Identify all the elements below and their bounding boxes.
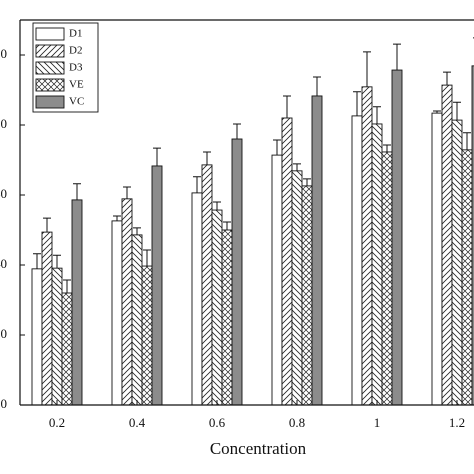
bar <box>371 123 383 406</box>
x-tick-label: 0.4 <box>129 415 146 430</box>
error-bar <box>133 227 141 235</box>
error-bar <box>283 95 291 118</box>
bar <box>271 154 283 406</box>
y-tick-label: 40 <box>0 256 7 271</box>
y-tick-label: 0 <box>1 396 8 411</box>
legend-label: D1 <box>69 28 82 40</box>
bar <box>301 185 313 406</box>
error-bar <box>433 110 441 114</box>
x-tick-label: 1 <box>374 415 381 430</box>
y-tick-label: 100 <box>0 46 7 61</box>
error-bar <box>293 163 301 171</box>
bar <box>151 165 163 406</box>
bar <box>131 234 143 406</box>
error-bar <box>233 123 241 139</box>
error-bar <box>123 186 131 199</box>
error-bar <box>193 176 201 193</box>
error-bar <box>53 254 61 269</box>
error-bar <box>453 101 461 121</box>
bar <box>121 198 133 406</box>
legend-swatch <box>35 95 65 109</box>
bar <box>201 164 213 406</box>
bar <box>141 265 153 406</box>
bar <box>361 86 373 406</box>
y-tick-label: 20 <box>0 326 7 341</box>
x-tick-label: 1.2 <box>449 415 465 430</box>
bar <box>381 151 393 406</box>
x-tick-label: 0.8 <box>289 415 305 430</box>
bar <box>31 268 43 406</box>
bar <box>451 119 463 406</box>
bar <box>351 115 363 406</box>
error-bar <box>303 178 311 186</box>
bar <box>431 112 443 406</box>
legend-label: VC <box>69 96 84 108</box>
error-bar <box>113 215 121 221</box>
y-tick-label: 60 <box>0 186 7 201</box>
error-bar <box>213 201 221 211</box>
bar <box>221 229 233 406</box>
error-bar <box>143 249 151 267</box>
bar <box>281 117 293 406</box>
error-bar <box>383 144 391 152</box>
error-bar <box>463 132 471 150</box>
error-bar <box>353 91 361 116</box>
bar <box>471 65 474 406</box>
legend-label: D3 <box>69 62 83 74</box>
bar <box>61 292 73 406</box>
bar <box>291 170 303 406</box>
error-bar <box>223 221 231 230</box>
bar <box>51 267 63 406</box>
error-bar <box>393 43 401 71</box>
x-axis-label: Concentration <box>210 439 307 458</box>
bar <box>391 69 403 406</box>
error-bar <box>43 217 51 233</box>
error-bar <box>73 183 81 200</box>
bar <box>211 209 223 406</box>
bar <box>71 199 83 406</box>
bar <box>231 138 243 406</box>
error-bar <box>313 76 321 96</box>
legend-label: VE <box>69 79 84 91</box>
legend-swatch <box>35 44 65 58</box>
error-bar <box>273 139 281 156</box>
error-bar <box>203 151 211 165</box>
bar <box>41 231 53 406</box>
x-tick-label: 0.2 <box>49 415 65 430</box>
bar <box>461 149 473 406</box>
legend-label: D2 <box>69 45 82 57</box>
bar <box>311 95 323 406</box>
error-bar <box>153 147 161 166</box>
error-bar <box>363 51 371 87</box>
error-bar <box>33 253 41 269</box>
error-bar <box>443 71 451 86</box>
bar <box>191 192 203 406</box>
legend-swatch <box>35 78 65 92</box>
error-bar <box>63 279 71 293</box>
bar <box>111 220 123 406</box>
legend-swatch <box>35 27 65 41</box>
y-tick-label: 80 <box>0 116 7 131</box>
error-bar <box>373 106 381 124</box>
x-tick-label: 0.6 <box>209 415 226 430</box>
bar <box>441 84 453 406</box>
legend-swatch <box>35 61 65 75</box>
